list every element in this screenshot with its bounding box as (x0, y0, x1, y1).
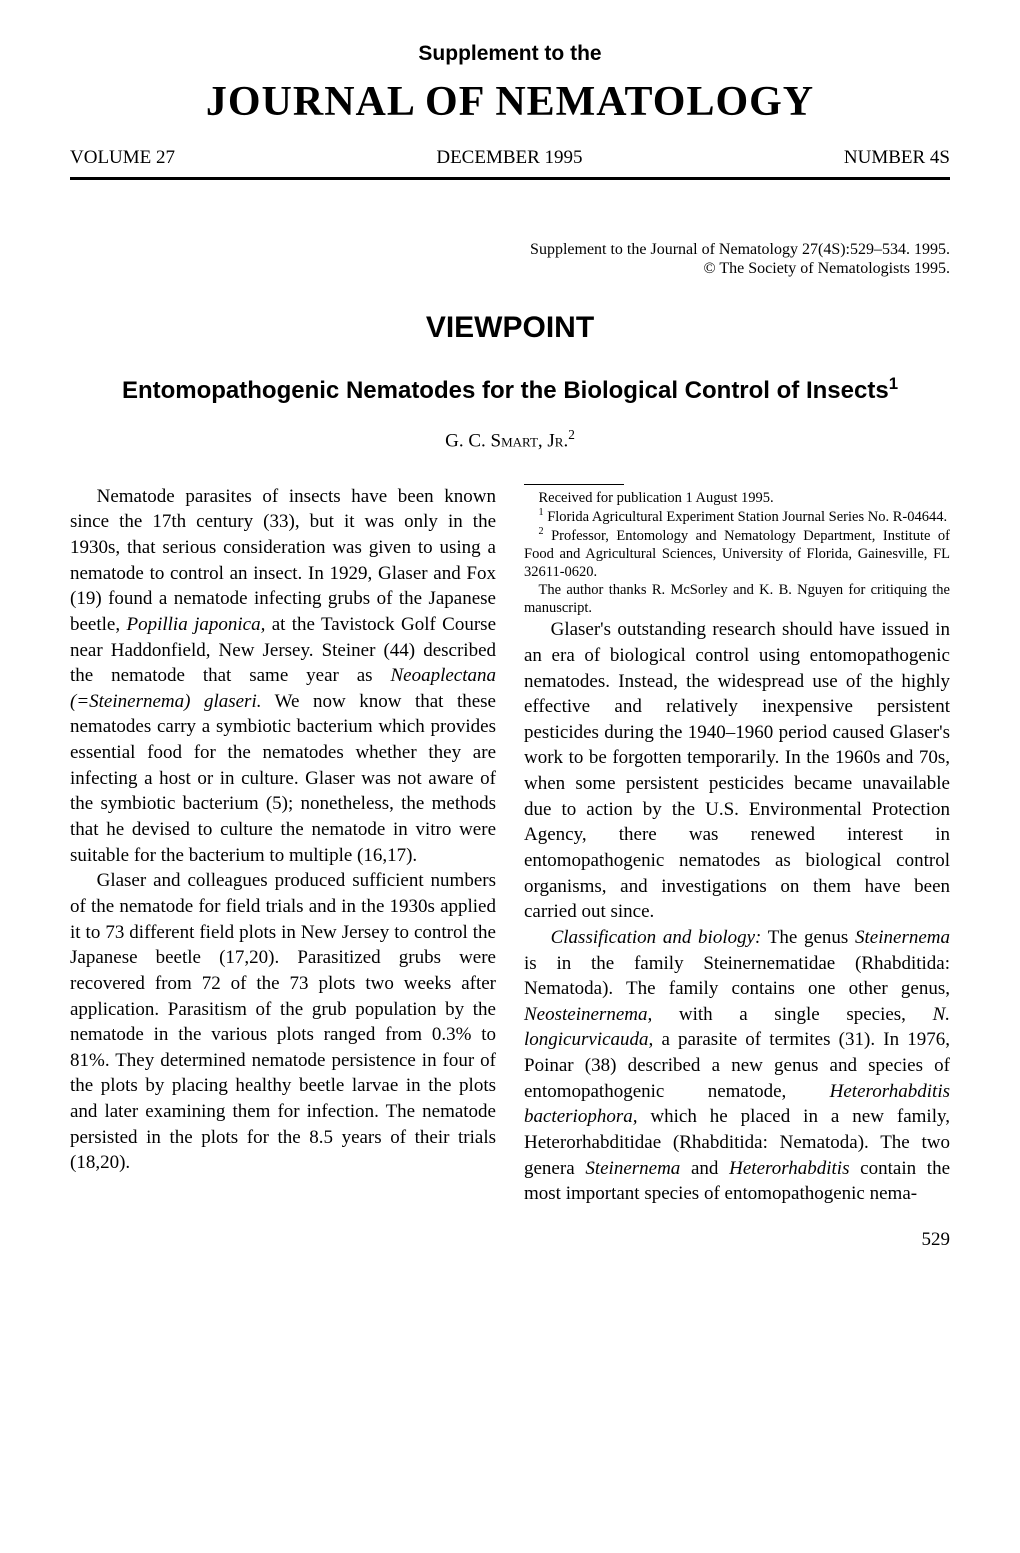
p4-italic-1: Classification and biology: (551, 927, 762, 948)
issue-number: NUMBER 4S (844, 145, 950, 171)
article-title: Entomopathogenic Nematodes for the Biolo… (70, 373, 950, 406)
p1-text-a: Nematode parasites of insects have been … (70, 486, 496, 635)
p4-italic-6: Steinernema (585, 1158, 680, 1179)
supplement-label: Supplement to the (70, 40, 950, 68)
footnotes: Received for publication 1 August 1995. … (524, 484, 950, 618)
author-footnote-marker: 2 (568, 427, 575, 442)
footnote-1-text: Florida Agricultural Experiment Station … (547, 509, 947, 525)
article-title-text: Entomopathogenic Nematodes for the Biolo… (122, 377, 889, 404)
p4-text-c: with a single species, (652, 1004, 932, 1025)
paragraph-3: Glaser's outstanding research should hav… (524, 617, 950, 925)
body-columns: Nematode parasites of insects have been … (70, 484, 950, 1207)
citation-line2: © The Society of Nematologists 1995. (704, 260, 951, 277)
author-name: G. C. Smart, Jr. (445, 430, 568, 451)
issue-date: DECEMBER 1995 (436, 145, 582, 171)
issue-info: VOLUME 27 DECEMBER 1995 NUMBER 4S (70, 145, 950, 180)
p4-text-f: and (680, 1158, 729, 1179)
paragraph-4: Classification and biology: The genus St… (524, 925, 950, 1207)
title-footnote-marker: 1 (889, 374, 898, 393)
footnote-received: Received for publication 1 August 1995. (524, 489, 950, 507)
p4-text-a: The genus (761, 927, 855, 948)
p4-italic-2: Steinernema (855, 927, 950, 948)
section-heading: VIEWPOINT (70, 308, 950, 349)
footnote-divider (524, 484, 624, 485)
journal-title: JOURNAL OF NEMATOLOGY (70, 74, 950, 131)
footnote-thanks: The author thanks R. McSorley and K. B. … (524, 581, 950, 617)
author-line: G. C. Smart, Jr.2 (70, 426, 950, 454)
paragraph-2: Glaser and colleagues produced sufficien… (70, 868, 496, 1176)
volume: VOLUME 27 (70, 145, 175, 171)
p4-text-b: is in the family Steinernematidae (Rhabd… (524, 953, 950, 1000)
p1-italic-1: Popillia japonica, (126, 614, 265, 635)
p4-italic-7: Heterorhabditis (729, 1158, 849, 1179)
paragraph-1: Nematode parasites of insects have been … (70, 484, 496, 869)
citation-line1: Supplement to the Journal of Nematology … (530, 241, 950, 258)
footnote-2-text: Professor, Entomology and Nematology Dep… (524, 528, 950, 580)
page-number: 529 (70, 1227, 950, 1253)
footnote-1: 1 Florida Agricultural Experiment Statio… (524, 507, 950, 526)
p1-text-c: We now know that these nematodes carry a… (70, 691, 496, 866)
citation-block: Supplement to the Journal of Nematology … (70, 240, 950, 278)
footnote-2: 2 Professor, Entomology and Nematology D… (524, 526, 950, 581)
p4-italic-3: Neosteinernema, (524, 1004, 652, 1025)
